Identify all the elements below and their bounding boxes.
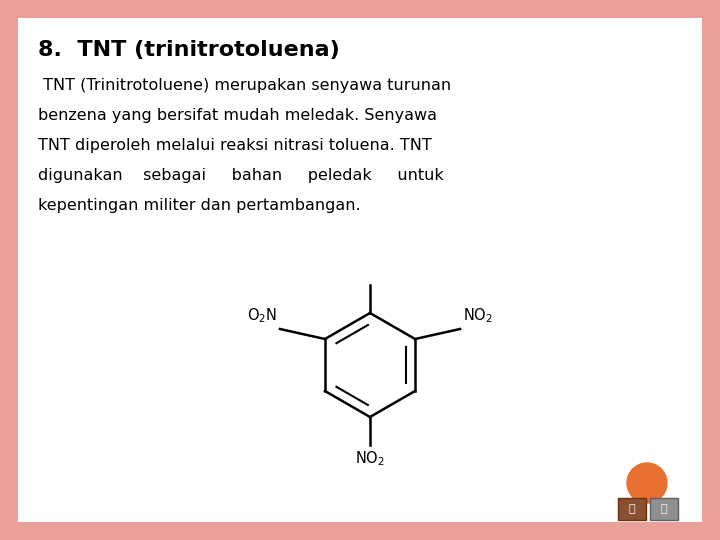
FancyBboxPatch shape — [650, 498, 678, 520]
FancyBboxPatch shape — [18, 18, 702, 522]
Text: ⏮: ⏮ — [629, 504, 635, 514]
Text: 8.  TNT (trinitrotoluena): 8. TNT (trinitrotoluena) — [38, 40, 340, 60]
Text: TNT diperoleh melalui reaksi nitrasi toluena. TNT: TNT diperoleh melalui reaksi nitrasi tol… — [38, 138, 432, 153]
Text: kepentingan militer dan pertambangan.: kepentingan militer dan pertambangan. — [38, 198, 361, 213]
Text: O$_2$N: O$_2$N — [247, 306, 277, 325]
FancyBboxPatch shape — [618, 498, 646, 520]
Text: digunakan    sebagai     bahan     peledak     untuk: digunakan sebagai bahan peledak untuk — [38, 168, 444, 183]
Circle shape — [627, 463, 667, 503]
Text: NO$_2$: NO$_2$ — [355, 449, 385, 468]
Text: benzena yang bersifat mudah meledak. Senyawa: benzena yang bersifat mudah meledak. Sen… — [38, 108, 437, 123]
Text: TNT (Trinitrotoluene) merupakan senyawa turunan: TNT (Trinitrotoluene) merupakan senyawa … — [38, 78, 451, 93]
Text: 🏠: 🏠 — [661, 504, 667, 514]
Text: NO$_2$: NO$_2$ — [463, 306, 493, 325]
